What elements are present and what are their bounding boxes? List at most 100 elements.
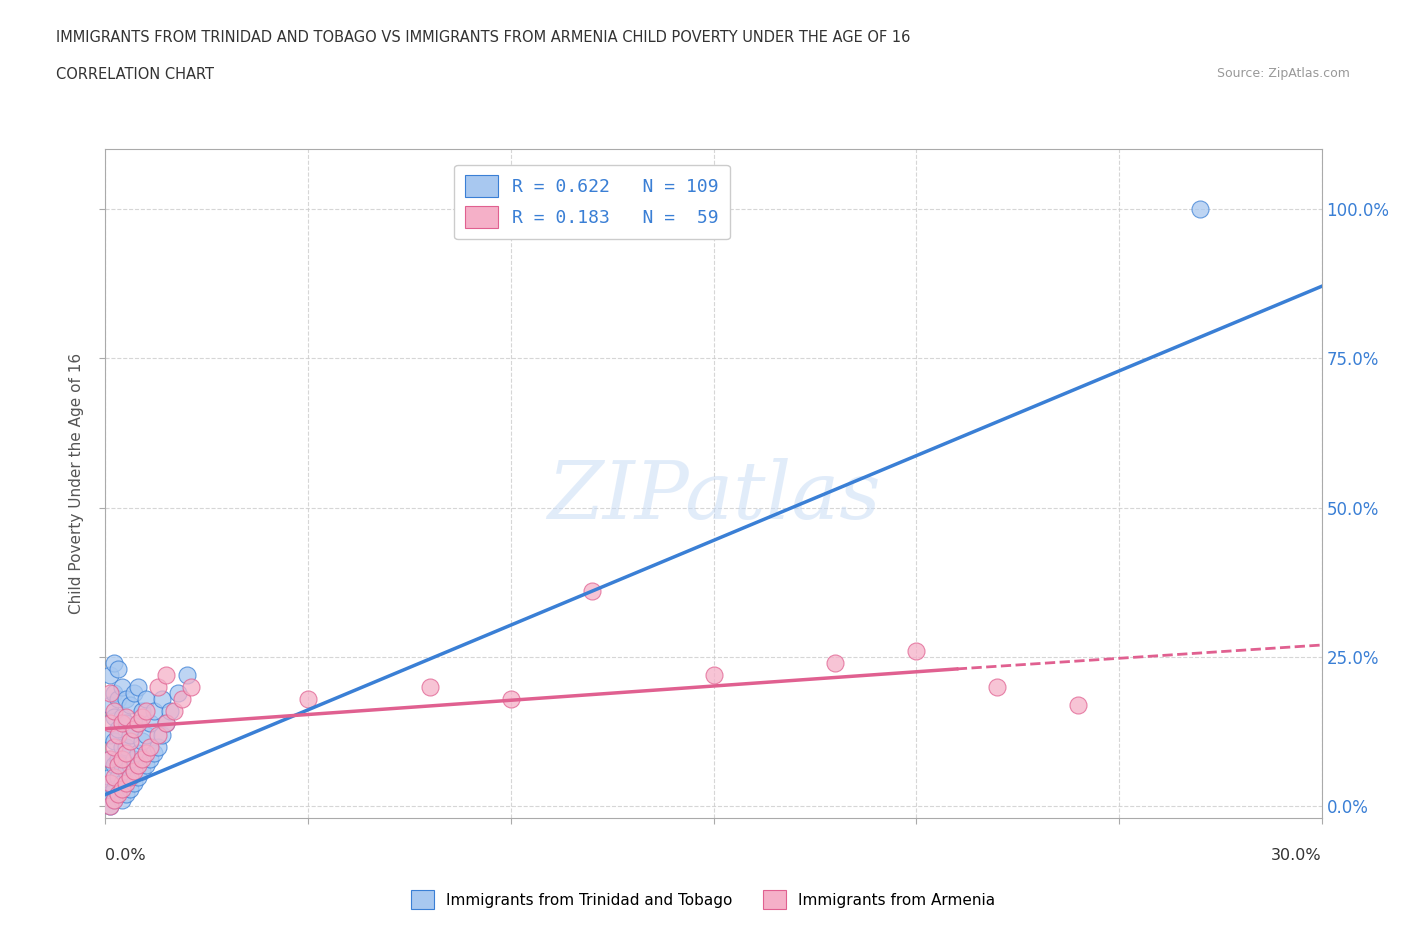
Point [103,710,125,724]
Point [98,685,121,700]
Point [127,745,149,760]
Point [172,691,194,706]
Point [107,751,129,766]
Point [98,698,121,712]
Point [150,691,173,706]
Point [986,680,1008,695]
Point [98,799,121,814]
Point [118,757,141,772]
Point [135,691,157,706]
Point [98,727,121,742]
Point [905,644,928,658]
Point [1189,201,1212,216]
Point [107,757,129,772]
Point [114,745,136,760]
Point [114,775,136,790]
Point [143,745,166,760]
Point [118,698,141,712]
Point [98,751,121,766]
Point [155,668,177,683]
Point [114,710,136,724]
Text: IMMIGRANTS FROM TRINIDAD AND TOBAGO VS IMMIGRANTS FROM ARMENIA CHILD POVERTY UND: IMMIGRANTS FROM TRINIDAD AND TOBAGO VS I… [56,30,911,45]
Point [98,799,121,814]
Point [1067,698,1090,712]
Point [135,757,157,772]
Point [107,787,129,802]
Point [111,715,134,730]
Point [118,727,141,742]
Point [131,710,153,724]
Point [103,781,125,796]
Point [139,715,162,730]
Point [499,691,522,706]
Y-axis label: Child Poverty Under the Age of 16: Child Poverty Under the Age of 16 [69,353,84,614]
Point [146,727,169,742]
Legend: R = 0.622   N = 109, R = 0.183   N =  59: R = 0.622 N = 109, R = 0.183 N = 59 [454,165,730,239]
Point [107,661,129,676]
Point [122,685,145,700]
Point [159,703,181,718]
Text: ZIPatlas: ZIPatlas [547,458,880,536]
Point [167,685,190,700]
Point [103,685,125,700]
Point [118,781,141,796]
Point [98,751,121,766]
Point [131,733,153,748]
Point [135,727,157,742]
Point [98,715,121,730]
Point [107,769,129,784]
Point [135,703,157,718]
Point [103,703,125,718]
Point [114,764,136,778]
Point [163,703,186,718]
Point [122,751,145,766]
Point [127,680,149,695]
Point [107,722,129,737]
Point [111,739,134,754]
Point [111,710,134,724]
Point [114,787,136,802]
Point [131,764,153,778]
Point [103,739,125,754]
Point [419,680,441,695]
Text: 0.0%: 0.0% [105,848,146,863]
Point [127,757,149,772]
Point [118,769,141,784]
Point [127,715,149,730]
Point [176,668,198,683]
Point [103,733,125,748]
Point [98,787,121,802]
Point [103,769,125,784]
Point [122,722,145,737]
Point [107,787,129,802]
Point [103,757,125,772]
Point [98,769,121,784]
Legend: Immigrants from Trinidad and Tobago, Immigrants from Armenia: Immigrants from Trinidad and Tobago, Imm… [405,884,1001,915]
Point [103,793,125,808]
Text: 30.0%: 30.0% [1271,848,1322,863]
Point [111,680,134,695]
Point [118,733,141,748]
Point [824,656,846,671]
Point [111,751,134,766]
Point [581,584,603,599]
Point [103,656,125,671]
Point [139,739,162,754]
Point [98,775,121,790]
Text: Source: ZipAtlas.com: Source: ZipAtlas.com [1216,67,1350,80]
Point [146,680,169,695]
Point [111,757,134,772]
Point [98,668,121,683]
Point [180,680,202,695]
Point [127,769,149,784]
Point [114,739,136,754]
Point [107,727,129,742]
Point [111,775,134,790]
Point [131,751,153,766]
Point [127,715,149,730]
Point [297,691,319,706]
Point [103,793,125,808]
Point [131,703,153,718]
Point [150,727,173,742]
Point [146,739,169,754]
